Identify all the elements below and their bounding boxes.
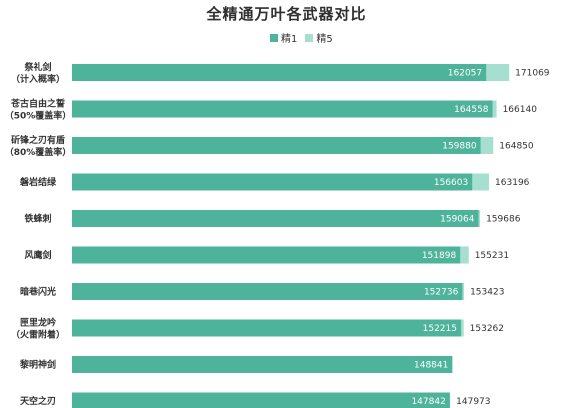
value-label-r5: 159686 xyxy=(486,215,521,225)
legend-item-r1: 精1 xyxy=(270,30,297,45)
value-label-r5: 166140 xyxy=(503,105,538,115)
legend-swatch-r1 xyxy=(270,33,278,42)
category-label: （80%覆盖率） xyxy=(5,146,72,158)
bar-r1 xyxy=(72,246,461,264)
value-label-r1: 148841 xyxy=(414,361,448,371)
category-label: （50%覆盖率） xyxy=(5,110,72,122)
legend-swatch-r5 xyxy=(305,33,314,42)
value-label-r1: 159064 xyxy=(440,215,475,225)
bar-r1 xyxy=(72,283,463,300)
category-label: 铁蜂刺 xyxy=(24,213,51,225)
category-label: （火雷附着） xyxy=(11,329,65,341)
bar-r1 xyxy=(72,319,461,337)
category-label: 黎明神剑 xyxy=(19,359,56,371)
value-label-r1: 147842 xyxy=(411,397,445,407)
value-label-r1: 152215 xyxy=(423,324,457,334)
category-label: 祭礼剑 xyxy=(23,61,51,73)
value-label-r1: 164558 xyxy=(454,105,489,115)
category-label: 匣里龙吟 xyxy=(20,317,56,329)
value-label-r1: 156603 xyxy=(434,178,468,188)
bar-r1 xyxy=(72,210,479,227)
value-label-r5: 171069 xyxy=(515,69,550,79)
category-label: 暗巷闪光 xyxy=(20,286,56,298)
category-label: 磐岩结绿 xyxy=(19,176,57,188)
value-label-r1: 152736 xyxy=(424,288,459,298)
legend-item-r5: 精5 xyxy=(305,30,333,45)
value-label-r1: 159880 xyxy=(442,142,477,152)
category-label: 天空之刃 xyxy=(20,395,56,407)
category-label: 斫锋之刃有盾 xyxy=(11,134,65,146)
bar-r1 xyxy=(72,64,487,81)
value-label-r1: 151898 xyxy=(422,251,457,261)
category-label: 风鹰剑 xyxy=(24,249,51,261)
value-label-r5: 163196 xyxy=(495,178,530,188)
value-label-r5: 155231 xyxy=(475,251,509,261)
bar-r1 xyxy=(72,137,481,154)
bar-r1 xyxy=(72,392,450,408)
chart-legend: 精1 精5 xyxy=(270,30,341,45)
value-label-r5: 153262 xyxy=(470,324,504,334)
legend-label-r5: 精5 xyxy=(316,34,333,45)
category-label: 苍古自由之誓 xyxy=(10,98,65,110)
value-label-r5: 147973 xyxy=(456,397,490,407)
chart-title: 全精通万叶各武器对比 xyxy=(206,5,367,23)
value-label-r1: 162057 xyxy=(448,69,482,79)
bar-r1 xyxy=(72,100,493,118)
bar-r1 xyxy=(72,173,473,191)
legend-label-r1: 精1 xyxy=(281,34,298,45)
category-label: （计入概率） xyxy=(11,73,65,85)
value-label-r5: 164850 xyxy=(499,142,534,152)
bar-r1 xyxy=(72,356,453,373)
value-label-r5: 153423 xyxy=(470,288,504,298)
